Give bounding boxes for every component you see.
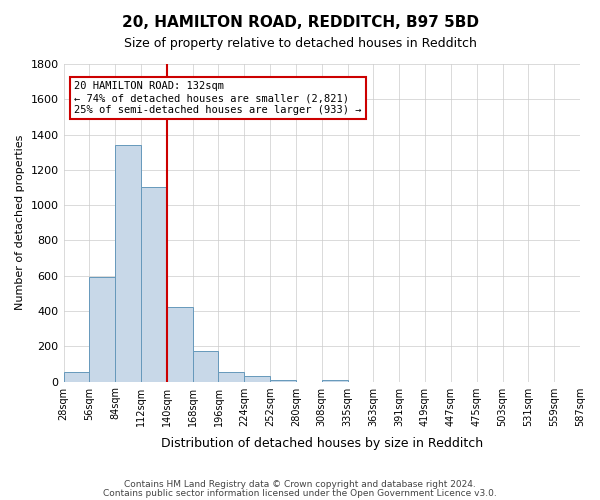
Bar xyxy=(218,372,244,382)
X-axis label: Distribution of detached houses by size in Redditch: Distribution of detached houses by size … xyxy=(161,437,483,450)
Bar xyxy=(115,145,141,382)
Text: Size of property relative to detached houses in Redditch: Size of property relative to detached ho… xyxy=(124,38,476,51)
Text: Contains HM Land Registry data © Crown copyright and database right 2024.: Contains HM Land Registry data © Crown c… xyxy=(124,480,476,489)
Text: 20, HAMILTON ROAD, REDDITCH, B97 5BD: 20, HAMILTON ROAD, REDDITCH, B97 5BD xyxy=(121,15,479,30)
Text: 20 HAMILTON ROAD: 132sqm
← 74% of detached houses are smaller (2,821)
25% of sem: 20 HAMILTON ROAD: 132sqm ← 74% of detach… xyxy=(74,82,361,114)
Bar xyxy=(193,350,218,382)
Bar xyxy=(167,308,193,382)
Bar xyxy=(64,372,89,382)
Bar xyxy=(322,380,347,382)
Text: Contains public sector information licensed under the Open Government Licence v3: Contains public sector information licen… xyxy=(103,489,497,498)
Bar xyxy=(270,380,296,382)
Y-axis label: Number of detached properties: Number of detached properties xyxy=(15,135,25,310)
Bar xyxy=(141,188,167,382)
Bar xyxy=(244,376,270,382)
Bar xyxy=(89,278,115,382)
